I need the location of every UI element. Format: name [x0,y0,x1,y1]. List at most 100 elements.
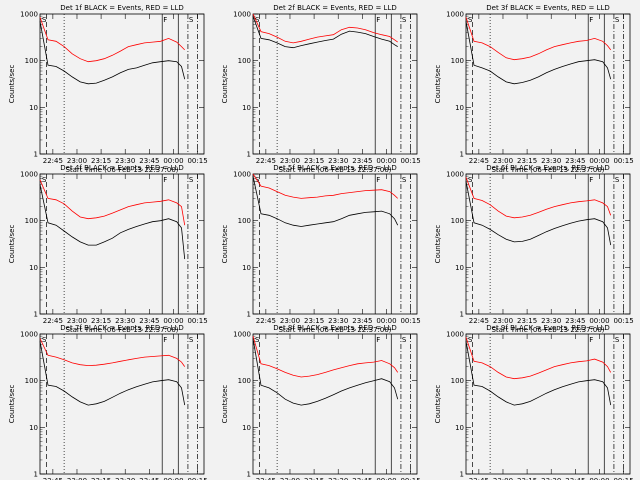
x-tick-label: 23:45 [565,477,585,480]
series-line-events [465,21,612,85]
x-tick-label: 00:15 [187,317,207,325]
panel-title: Det 4f BLACK = Events, RED = LLD [60,164,183,172]
y-tick-label: 100 [25,217,38,225]
x-tick-label: 00:15 [613,157,633,165]
x-tick-label: 23:30 [115,157,135,165]
x-tick-label: 23:30 [541,157,561,165]
series-line-lld [253,170,411,198]
y-tick-label: 1 [34,471,38,479]
series-line-events [39,184,186,260]
x-tick-label: 00:15 [187,157,207,165]
x-tick-label: 23:15 [304,317,324,325]
x-tick-label: 00:00 [163,477,183,480]
y-tick-label: 1000 [233,11,251,19]
y-axis-label: Counts/sec [434,225,442,264]
marker-f-label: F [163,176,167,184]
plot-frame [465,173,631,315]
plot-frame [252,333,418,475]
marker-f-label: F [376,176,380,184]
y-tick-label: 1 [247,311,251,319]
y-axis-label: Counts/sec [221,385,229,424]
x-tick-label: 23:00 [67,477,87,480]
plot-frame [39,173,205,315]
x-tick-label: 23:00 [280,477,300,480]
y-tick-label: 1000 [20,331,38,339]
y-tick-label: 1 [460,311,464,319]
marker-s-label: S [255,176,260,184]
y-tick-label: 1000 [20,171,38,179]
marker-s-label: S [402,176,407,184]
x-tick-label: 23:15 [304,157,324,165]
x-tick-label: 23:45 [139,477,159,480]
y-tick-label: 1000 [233,331,251,339]
y-axis-label: Counts/sec [221,65,229,104]
marker-s-label: S [255,336,260,344]
panel-title: Det 3f BLACK = Events, RED = LLD [486,4,609,12]
y-tick-label: 100 [238,217,251,225]
x-tick-label: 00:00 [163,317,183,325]
y-axis-label: Counts/sec [8,65,16,104]
y-tick-label: 1000 [233,171,251,179]
y-tick-label: 100 [451,217,464,225]
series-line-events [39,341,186,406]
marker-f-label: F [376,336,380,344]
detector-panel-8: Det 8f BLACK = Events, RED = LLD 1 10 100 10… [221,324,421,480]
y-axis-label: Counts/sec [8,385,16,424]
detector-panel-7: Det 7f BLACK = Events, RED = LLD 1 10 100 10… [8,324,208,480]
x-tick-label: 00:15 [187,477,207,480]
x-tick-label: 23:15 [517,157,537,165]
series-line-lld [40,10,198,61]
marker-f-label: F [376,16,380,24]
x-tick-label: 23:45 [565,157,585,165]
y-tick-label: 10 [242,104,251,112]
series-line-lld [40,170,198,225]
y-tick-label: 100 [25,57,38,65]
marker-s-label: S [42,16,47,24]
y-tick-label: 1000 [446,11,464,19]
y-tick-label: 10 [29,424,38,432]
marker-s-label: S [189,16,194,24]
y-tick-label: 10 [455,264,464,272]
marker-s-label: S [255,16,260,24]
x-tick-label: 23:00 [280,317,300,325]
marker-s-label: S [42,336,47,344]
marker-s-label: S [468,336,473,344]
panel-title: Det 5f BLACK = Events, RED = LLD [273,164,396,172]
detector-panel-6: Det 6f BLACK = Events, RED = LLD 1 10 100 10… [434,164,634,334]
marker-f-label: F [163,16,167,24]
y-tick-label: 10 [455,424,464,432]
y-tick-label: 1 [34,151,38,159]
x-tick-label: 23:30 [328,157,348,165]
y-tick-label: 1 [247,471,251,479]
x-tick-label: 22:45 [469,317,489,325]
x-tick-label: 00:15 [613,317,633,325]
x-tick-label: 22:45 [43,317,63,325]
y-tick-label: 10 [29,104,38,112]
y-tick-label: 1000 [446,331,464,339]
x-tick-label: 23:30 [115,317,135,325]
panel-title: Det 6f BLACK = Events, RED = LLD [486,164,609,172]
marker-s-label: S [615,176,620,184]
detector-panel-5: Det 5f BLACK = Events, RED = LLD 1 10 100 10… [221,164,421,334]
x-tick-label: 23:45 [352,157,372,165]
y-tick-label: 100 [238,57,251,65]
x-tick-label: 23:45 [139,317,159,325]
series-line-events [252,338,399,406]
x-tick-label: 23:30 [541,317,561,325]
x-tick-label: 00:00 [163,157,183,165]
x-tick-label: 23:00 [67,317,87,325]
panel-title: Det 8f BLACK = Events, RED = LLD [273,324,396,332]
marker-s-label: S [402,336,407,344]
marker-s-label: S [402,16,407,24]
marker-s-label: S [615,16,620,24]
marker-s-label: S [468,176,473,184]
marker-f-label: F [589,176,593,184]
series-line-events [465,181,612,246]
y-tick-label: 1 [460,471,464,479]
x-tick-label: 23:15 [91,477,111,480]
x-tick-label: 23:00 [493,477,513,480]
y-tick-label: 1000 [20,11,38,19]
x-tick-label: 00:15 [400,157,420,165]
x-tick-label: 23:00 [493,317,513,325]
x-tick-label: 23:00 [493,157,513,165]
